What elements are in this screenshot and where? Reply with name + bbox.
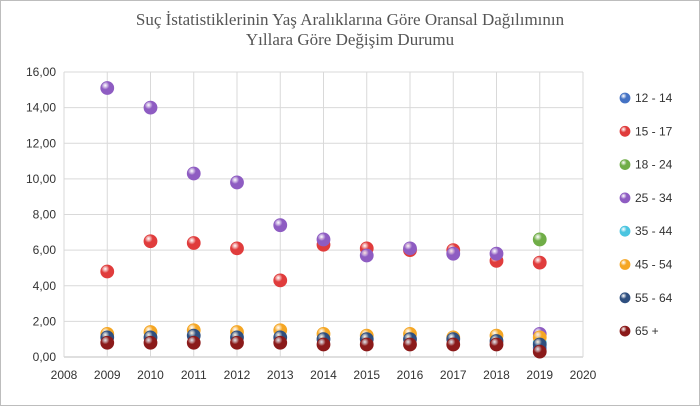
- data-point: [489, 337, 504, 352]
- data-point: [489, 246, 504, 261]
- data-point: [230, 241, 244, 256]
- legend-marker: [619, 125, 631, 137]
- legend: 12 - 14 15 - 17 18 - 24 25 - 34 35 - 44 45 - …: [619, 91, 673, 338]
- legend-label: 65 +: [635, 324, 659, 338]
- data-point: [273, 335, 288, 350]
- y-tick-label: 14,00: [26, 101, 56, 115]
- x-tick-label: 2011: [181, 368, 207, 382]
- legend-marker: [619, 192, 631, 204]
- legend-marker: [619, 225, 631, 237]
- data-point: [100, 335, 115, 350]
- data-point: [532, 232, 547, 247]
- x-tick-label: 2020: [570, 368, 597, 382]
- chart-title-line-2: Yıllara Göre Değişim Durumu: [245, 30, 455, 49]
- y-tick-label: 10,00: [26, 172, 56, 186]
- data-point: [230, 335, 244, 350]
- legend-label: 25 - 34: [635, 191, 673, 205]
- data-point: [359, 248, 374, 263]
- data-point: [100, 264, 115, 279]
- legend-label: 45 - 54: [635, 258, 673, 272]
- legend-marker: [619, 325, 631, 337]
- data-point: [100, 81, 115, 95]
- y-tick-label: 16,00: [26, 65, 56, 79]
- data-point: [316, 337, 331, 352]
- data-point: [403, 337, 417, 352]
- x-tick-label: 2013: [267, 368, 294, 382]
- legend-label: 35 - 44: [635, 224, 673, 238]
- y-tick-label: 2,00: [33, 314, 57, 328]
- x-tick-label: 2017: [440, 368, 467, 382]
- data-point: [532, 255, 547, 270]
- y-tick-label: 6,00: [33, 243, 57, 257]
- data-point: [186, 236, 201, 250]
- y-axis: 0,00 2,00 4,00 6,00 8,00 10,00 12,00 14,00 16,00: [26, 65, 56, 364]
- data-point: [446, 246, 461, 261]
- legend-marker: [619, 292, 631, 304]
- data-point: [316, 232, 331, 247]
- data-point: [273, 273, 288, 288]
- data-point: [186, 166, 201, 181]
- y-tick-label: 0,00: [33, 350, 57, 364]
- x-tick-label: 2012: [224, 368, 251, 382]
- data-point: [273, 218, 288, 233]
- x-tick-label: 2008: [51, 368, 78, 382]
- legend-label: 18 - 24: [635, 158, 673, 172]
- data-point: [186, 335, 201, 350]
- data-point: [143, 234, 158, 249]
- legend-label: 55 - 64: [635, 291, 673, 305]
- y-tick-label: 8,00: [33, 208, 57, 222]
- legend-label: 15 - 17: [635, 124, 673, 138]
- legend-label: 12 - 14: [635, 91, 673, 105]
- legend-marker: [619, 259, 631, 270]
- x-tick-label: 2015: [353, 368, 380, 382]
- data-point: [143, 100, 158, 115]
- x-tick-label: 2010: [137, 368, 164, 382]
- legend-marker: [619, 159, 631, 171]
- legend-marker: [619, 92, 631, 104]
- y-tick-label: 4,00: [33, 279, 57, 293]
- data-point: [143, 335, 158, 350]
- x-tick-label: 2014: [310, 368, 337, 382]
- data-point: [446, 337, 461, 352]
- data-points: [100, 81, 547, 359]
- data-point: [359, 337, 374, 352]
- x-tick-label: 2018: [483, 368, 510, 382]
- data-point: [532, 344, 547, 359]
- data-point: [230, 175, 244, 190]
- data-point: [403, 241, 417, 256]
- grid-lines: [63, 71, 584, 358]
- x-tick-label: 2019: [526, 368, 553, 382]
- x-tick-label: 2016: [397, 368, 424, 382]
- y-tick-label: 12,00: [26, 136, 56, 150]
- chart-title-line-1: Suç İstatistiklerinin Yaş Aralıklarına G…: [135, 10, 565, 29]
- x-axis: 2008 2009 2010 2011 2012 2013 2014 2015 2016 2017…: [51, 368, 597, 382]
- x-tick-label: 2009: [94, 368, 121, 382]
